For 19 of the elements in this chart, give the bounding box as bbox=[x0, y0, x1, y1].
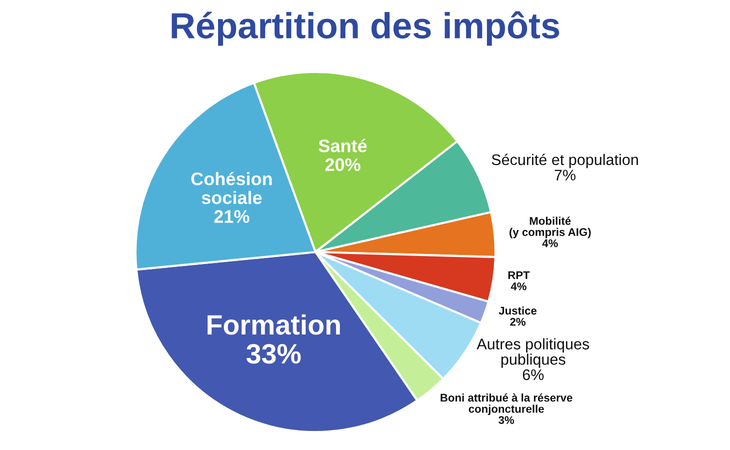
slice-label: Cohésion sociale bbox=[191, 172, 272, 204]
data-label: 6% bbox=[522, 369, 544, 380]
data-label: 33% bbox=[246, 344, 301, 364]
data-label: 20% bbox=[325, 158, 360, 172]
slice-label: RPT bbox=[508, 271, 530, 280]
data-label: 3% bbox=[498, 416, 514, 424]
slice-label: Formation bbox=[208, 314, 340, 335]
slice-label: Boni attribué à la réserve conjoncturelle bbox=[440, 393, 572, 416]
chart-title: Répartition des impôts bbox=[172, 11, 560, 46]
data-label: 7% bbox=[554, 170, 576, 180]
data-label: 21% bbox=[214, 210, 250, 223]
data-label: 4% bbox=[542, 239, 558, 248]
slice-label: Santé bbox=[318, 138, 367, 152]
slice-label: Justice bbox=[498, 306, 537, 315]
data-label: 4% bbox=[510, 282, 526, 290]
slice-label: Autres politiques publiques bbox=[476, 338, 590, 368]
data-label: 2% bbox=[510, 318, 526, 326]
slice-label: Sécurité et population bbox=[492, 154, 638, 168]
slice-label: Mobilité (y compris AIG) bbox=[510, 216, 591, 238]
